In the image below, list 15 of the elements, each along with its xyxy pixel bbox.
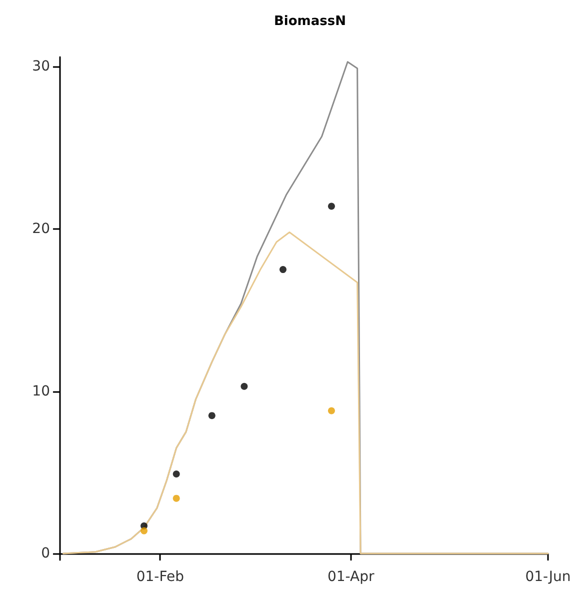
point	[172, 494, 180, 502]
y-tick-label: 0	[41, 546, 50, 562]
point	[208, 412, 216, 420]
point	[328, 202, 335, 210]
y-tick-label: 10	[32, 383, 50, 400]
y-tick-label: 20	[32, 220, 50, 237]
x-tick-label: 01-Apr	[327, 569, 374, 585]
point	[140, 527, 148, 534]
point	[280, 266, 286, 274]
x-tick-label: 01-Jun	[525, 569, 571, 585]
x-tick-label: 01-Feb	[136, 569, 184, 585]
chart-title: BiomassN	[274, 14, 346, 29]
point	[172, 470, 180, 478]
y-tick-label: 30	[32, 58, 50, 75]
point	[328, 407, 335, 414]
